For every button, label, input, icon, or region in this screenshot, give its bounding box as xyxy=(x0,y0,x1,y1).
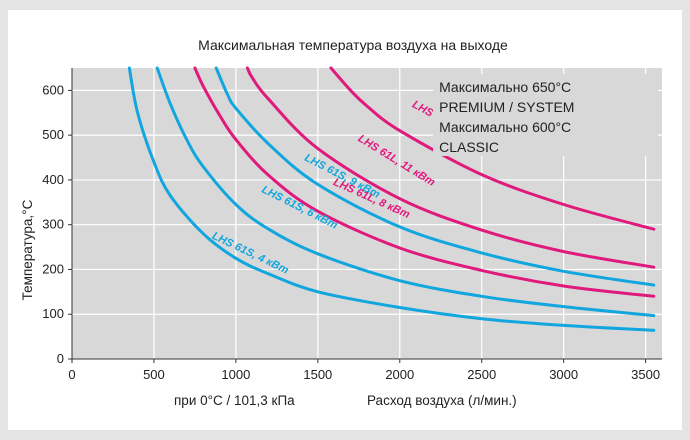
y-tick-label: 0 xyxy=(57,351,64,366)
series-line xyxy=(329,66,656,231)
y-tick-label: 200 xyxy=(42,261,64,276)
series-line xyxy=(127,66,656,332)
x-axis-label-left: при 0°C / 101,3 кПа xyxy=(174,393,295,408)
series-line xyxy=(155,66,656,318)
y-tick-label: 300 xyxy=(42,217,64,232)
x-tick-label: 3000 xyxy=(549,367,578,382)
x-tick-label: 500 xyxy=(143,367,165,382)
x-tick-label: 0 xyxy=(68,367,75,382)
x-tick-label: 1500 xyxy=(303,367,332,382)
x-tick-label: 2500 xyxy=(467,367,496,382)
y-tick-label: 100 xyxy=(42,306,64,321)
legend-box xyxy=(433,74,658,156)
series-line xyxy=(245,66,656,269)
legend: Максимально 650°C PREMIUM / SYSTEM Максима… xyxy=(433,74,658,156)
y-tick-label: 500 xyxy=(42,127,64,142)
y-tick-label: 600 xyxy=(42,82,64,97)
legend-line: PREMIUM / SYSTEM xyxy=(439,99,574,115)
series-layer xyxy=(127,66,656,332)
series-line xyxy=(193,66,656,298)
chart-title: Максимальная температура воздуха на выхо… xyxy=(198,37,508,53)
legend-line: Максимально 600°C xyxy=(439,119,571,135)
x-tick-label: 1000 xyxy=(221,367,250,382)
line-chart: 0 500 1000 1500 2000 2500 3000 3500 0 100 200 300 40… xyxy=(20,37,662,408)
axes: 0 500 1000 1500 2000 2500 3000 3500 0 100 200 300 40… xyxy=(42,68,662,382)
y-axis-label: Температура,°C xyxy=(20,199,35,300)
legend-line: CLASSIC xyxy=(439,139,499,155)
x-tick-label: 3500 xyxy=(631,367,660,382)
y-tick-label: 400 xyxy=(42,172,64,187)
chart-frame: 0 500 1000 1500 2000 2500 3000 3500 0 100 200 300 40… xyxy=(8,10,682,430)
x-tick-label: 2000 xyxy=(385,367,414,382)
legend-line: Максимально 650°C xyxy=(439,79,571,95)
series-line xyxy=(214,66,656,287)
x-axis-label-right: Расход воздуха (л/мин.) xyxy=(367,393,517,408)
